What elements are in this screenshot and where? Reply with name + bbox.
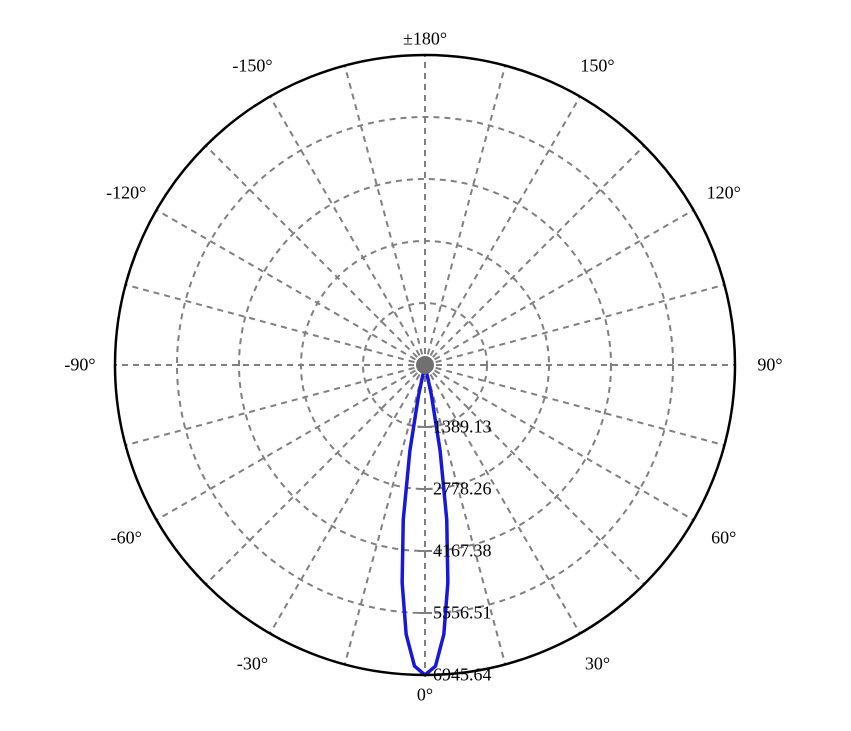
angle-label: 150° xyxy=(580,56,614,77)
angle-label: -90° xyxy=(64,355,95,376)
radial-tick-label: 5556.51 xyxy=(433,602,492,623)
angle-label: -60° xyxy=(111,527,142,548)
angle-label: 60° xyxy=(711,527,736,548)
radial-tick-label: 6945.64 xyxy=(433,665,492,686)
angle-label: -30° xyxy=(237,653,268,674)
angle-label: 120° xyxy=(707,182,741,203)
angle-label: -120° xyxy=(106,182,146,203)
polar-svg xyxy=(0,0,851,731)
angle-label: 90° xyxy=(757,355,782,376)
polar-chart: 0° 30° 60° 90° 120° 150° ±180° -30° -60° -90° -120… xyxy=(0,0,851,731)
radial-tick-label: 1389.13 xyxy=(433,417,492,438)
angle-label: ±180° xyxy=(403,29,447,50)
radial-tick-label: 4167.38 xyxy=(433,540,492,561)
angle-label: 0° xyxy=(417,685,433,706)
angle-label: 30° xyxy=(585,653,610,674)
center-dot xyxy=(416,356,434,374)
radial-tick-label: 2778.26 xyxy=(433,479,492,500)
angle-label: -150° xyxy=(232,56,272,77)
